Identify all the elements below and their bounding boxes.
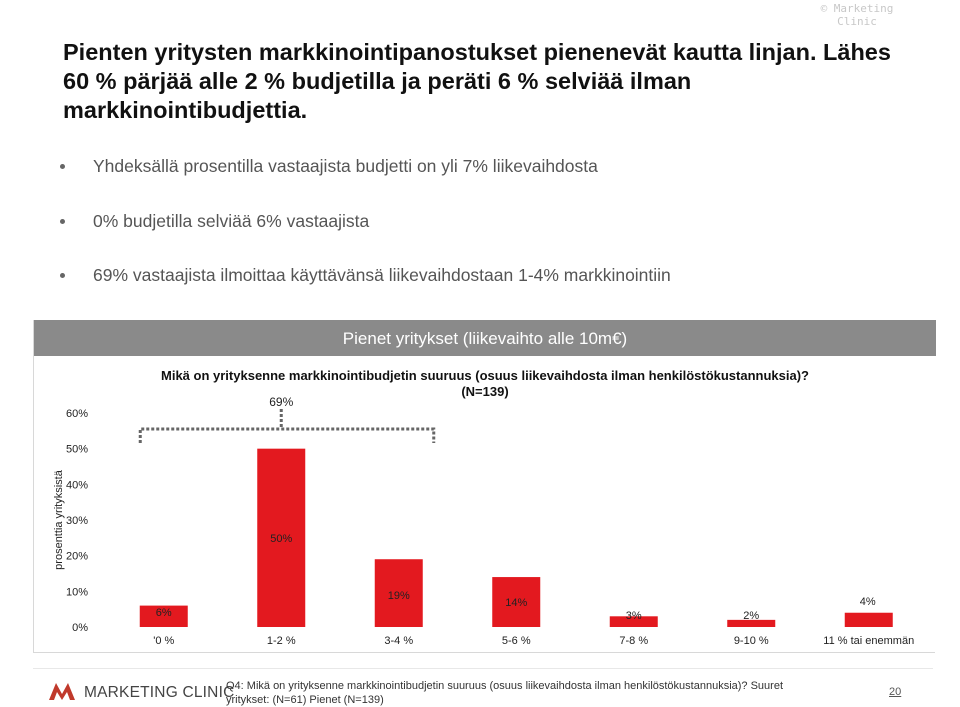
bullet-dot-icon <box>60 218 65 224</box>
chart-panel: Pienet yritykset (liikevaihto alle 10m€)… <box>33 320 936 653</box>
footer-divider <box>33 668 933 669</box>
chart-header: Pienet yritykset (liikevaihto alle 10m€) <box>34 320 936 356</box>
chart-question-line2: (N=139) <box>461 384 509 399</box>
bullet-text: 69% vastaajista ilmoittaa käyttävänsä li… <box>93 265 671 285</box>
copyright-notice: © Marketing Clinic <box>820 2 894 28</box>
chart-question-line1: Mikä on yrityksenne markkinointibudjetin… <box>161 368 809 383</box>
bullet-dot-icon <box>60 273 65 278</box>
bullet-item: Yhdeksällä prosentilla vastaajista budje… <box>60 152 920 180</box>
bullet-item: 0% budjetilla selviää 6% vastaajista <box>60 207 920 235</box>
footnote: Q4: Mikä on yrityksenne markkinointibudj… <box>226 680 784 706</box>
bullet-item: 69% vastaajista ilmoittaa käyttävänsä li… <box>60 261 920 289</box>
bullet-dot-icon <box>60 164 65 169</box>
bullet-text: 0% budjetilla selviää 6% vastaajista <box>93 210 370 231</box>
page-title: Pienten yritysten markkinointipanostukse… <box>63 39 891 123</box>
chart-question: Mikä on yrityksenne markkinointibudjetin… <box>129 368 841 400</box>
bullet-list: Yhdeksällä prosentilla vastaajista budje… <box>60 152 920 316</box>
marketing-clinic-logo <box>49 683 75 700</box>
bullet-text: Yhdeksällä prosentilla vastaajista budje… <box>93 156 598 176</box>
page-number: 20 <box>889 686 902 698</box>
brand-name: MARKETING CLINIC <box>84 684 235 701</box>
